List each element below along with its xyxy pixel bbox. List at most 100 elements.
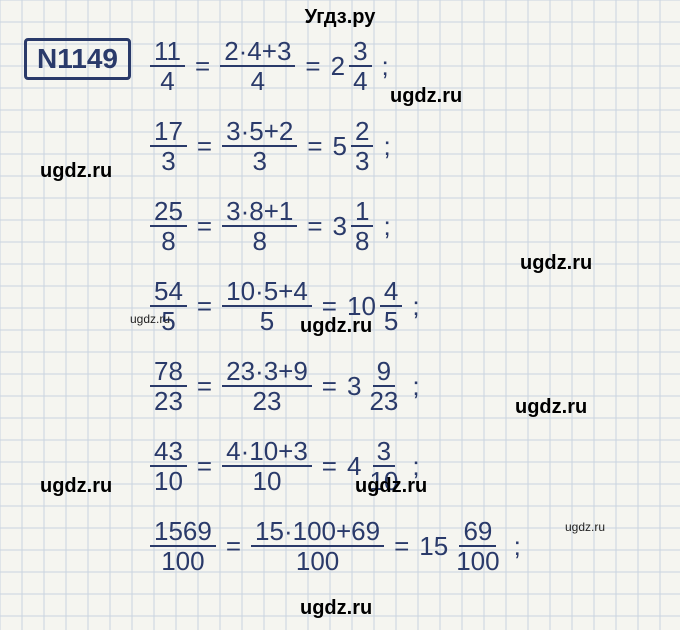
fraction-denominator: 4 <box>349 67 371 94</box>
fraction-numerator: 3 <box>373 438 395 467</box>
fraction-numerator: 2 <box>351 118 373 147</box>
expanded-fraction: 2·4+34 <box>220 38 295 94</box>
fractional-part: 45 <box>380 278 402 334</box>
equals-sign: = <box>322 451 337 482</box>
fractional-part: 18 <box>351 198 373 254</box>
equals-sign: = <box>305 51 320 82</box>
equation-row: 545=10·5+45=1045; <box>150 278 420 334</box>
equals-sign: = <box>195 51 210 82</box>
expanded-fraction: 4·10+310 <box>222 438 312 494</box>
fractional-part: 310 <box>365 438 402 494</box>
fraction-numerator: 43 <box>150 438 187 467</box>
fraction-numerator: 69 <box>459 518 496 547</box>
fraction-denominator: 3 <box>248 147 270 174</box>
problem-number: N1149 <box>37 43 118 74</box>
whole-part: 3 <box>347 371 361 402</box>
equals-sign: = <box>197 211 212 242</box>
left-fraction: 545 <box>150 278 187 334</box>
fraction-numerator: 54 <box>150 278 187 307</box>
fraction-denominator: 100 <box>157 547 208 574</box>
whole-part: 3 <box>333 211 347 242</box>
mixed-number: 1569100 <box>419 518 503 574</box>
equals-sign: = <box>307 131 322 162</box>
equation-row: 4310=4·10+310=4310; <box>150 438 420 494</box>
fraction-numerator: 10·5+4 <box>222 278 312 307</box>
fraction-denominator: 8 <box>157 227 179 254</box>
fraction-numerator: 17 <box>150 118 187 147</box>
semicolon: ; <box>383 211 390 242</box>
fraction-numerator: 4·10+3 <box>222 438 312 467</box>
left-fraction: 173 <box>150 118 187 174</box>
equals-sign: = <box>307 211 322 242</box>
equation-row: 1569100=15·100+69100=1569100; <box>150 518 521 574</box>
equals-sign: = <box>394 531 409 562</box>
equals-sign: = <box>197 371 212 402</box>
semicolon: ; <box>514 531 521 562</box>
fraction-numerator: 78 <box>150 358 187 387</box>
left-fraction: 114 <box>150 38 185 94</box>
fraction-denominator: 10 <box>365 467 402 494</box>
whole-part: 10 <box>347 291 376 322</box>
fraction-numerator: 15·100+69 <box>251 518 384 547</box>
fraction-denominator: 4 <box>156 67 178 94</box>
expanded-fraction: 3·8+18 <box>222 198 297 254</box>
fraction-denominator: 10 <box>150 467 187 494</box>
header-title: Угдз.ру <box>305 6 376 28</box>
fraction-denominator: 3 <box>351 147 373 174</box>
equals-sign: = <box>226 531 241 562</box>
watermark-text: ugdz.ru <box>40 160 112 183</box>
fraction-denominator: 8 <box>351 227 373 254</box>
expanded-fraction: 23·3+923 <box>222 358 312 414</box>
equals-sign: = <box>322 291 337 322</box>
whole-part: 4 <box>347 451 361 482</box>
fraction-denominator: 100 <box>452 547 503 574</box>
mixed-number: 3923 <box>347 358 402 414</box>
fraction-numerator: 3·5+2 <box>222 118 297 147</box>
fraction-numerator: 9 <box>373 358 395 387</box>
semicolon: ; <box>412 371 419 402</box>
mixed-number: 234 <box>331 38 372 94</box>
mixed-number: 318 <box>333 198 374 254</box>
fractional-part: 69100 <box>452 518 503 574</box>
fractional-part: 23 <box>351 118 373 174</box>
equals-sign: = <box>197 131 212 162</box>
semicolon: ; <box>383 131 390 162</box>
fraction-denominator: 100 <box>292 547 343 574</box>
left-fraction: 258 <box>150 198 187 254</box>
mixed-number: 4310 <box>347 438 402 494</box>
fraction-denominator: 3 <box>157 147 179 174</box>
fraction-numerator: 2·4+3 <box>220 38 295 67</box>
fraction-numerator: 23·3+9 <box>222 358 312 387</box>
fraction-numerator: 4 <box>380 278 402 307</box>
left-fraction: 1569100 <box>150 518 216 574</box>
fraction-numerator: 3·8+1 <box>222 198 297 227</box>
watermark-text: ugdz.ru <box>515 396 587 419</box>
equation-row: 173=3·5+23=523; <box>150 118 391 174</box>
mixed-number: 1045 <box>347 278 402 334</box>
fraction-denominator: 23 <box>365 387 402 414</box>
left-fraction: 7823 <box>150 358 187 414</box>
fraction-numerator: 11 <box>150 38 185 67</box>
fraction-numerator: 25 <box>150 198 187 227</box>
expanded-fraction: 3·5+23 <box>222 118 297 174</box>
watermark-text: ugdz.ru <box>40 475 112 498</box>
site-header: Угдз.ру <box>0 6 680 29</box>
fractional-part: 34 <box>349 38 371 94</box>
expanded-fraction: 10·5+45 <box>222 278 312 334</box>
problem-number-box: N1149 <box>24 38 131 80</box>
equation-row: 114=2·4+34=234; <box>150 38 389 94</box>
equals-sign: = <box>322 371 337 402</box>
fraction-denominator: 8 <box>248 227 270 254</box>
fraction-numerator: 3 <box>349 38 371 67</box>
equation-row: 258=3·8+18=318; <box>150 198 391 254</box>
expanded-fraction: 15·100+69100 <box>251 518 384 574</box>
fraction-denominator: 10 <box>248 467 285 494</box>
watermark-text: ugdz.ru <box>520 252 592 275</box>
fraction-denominator: 23 <box>150 387 187 414</box>
mixed-number: 523 <box>333 118 374 174</box>
fraction-denominator: 23 <box>248 387 285 414</box>
fraction-denominator: 4 <box>247 67 269 94</box>
left-fraction: 4310 <box>150 438 187 494</box>
whole-part: 2 <box>331 51 345 82</box>
fraction-denominator: 5 <box>380 307 402 334</box>
